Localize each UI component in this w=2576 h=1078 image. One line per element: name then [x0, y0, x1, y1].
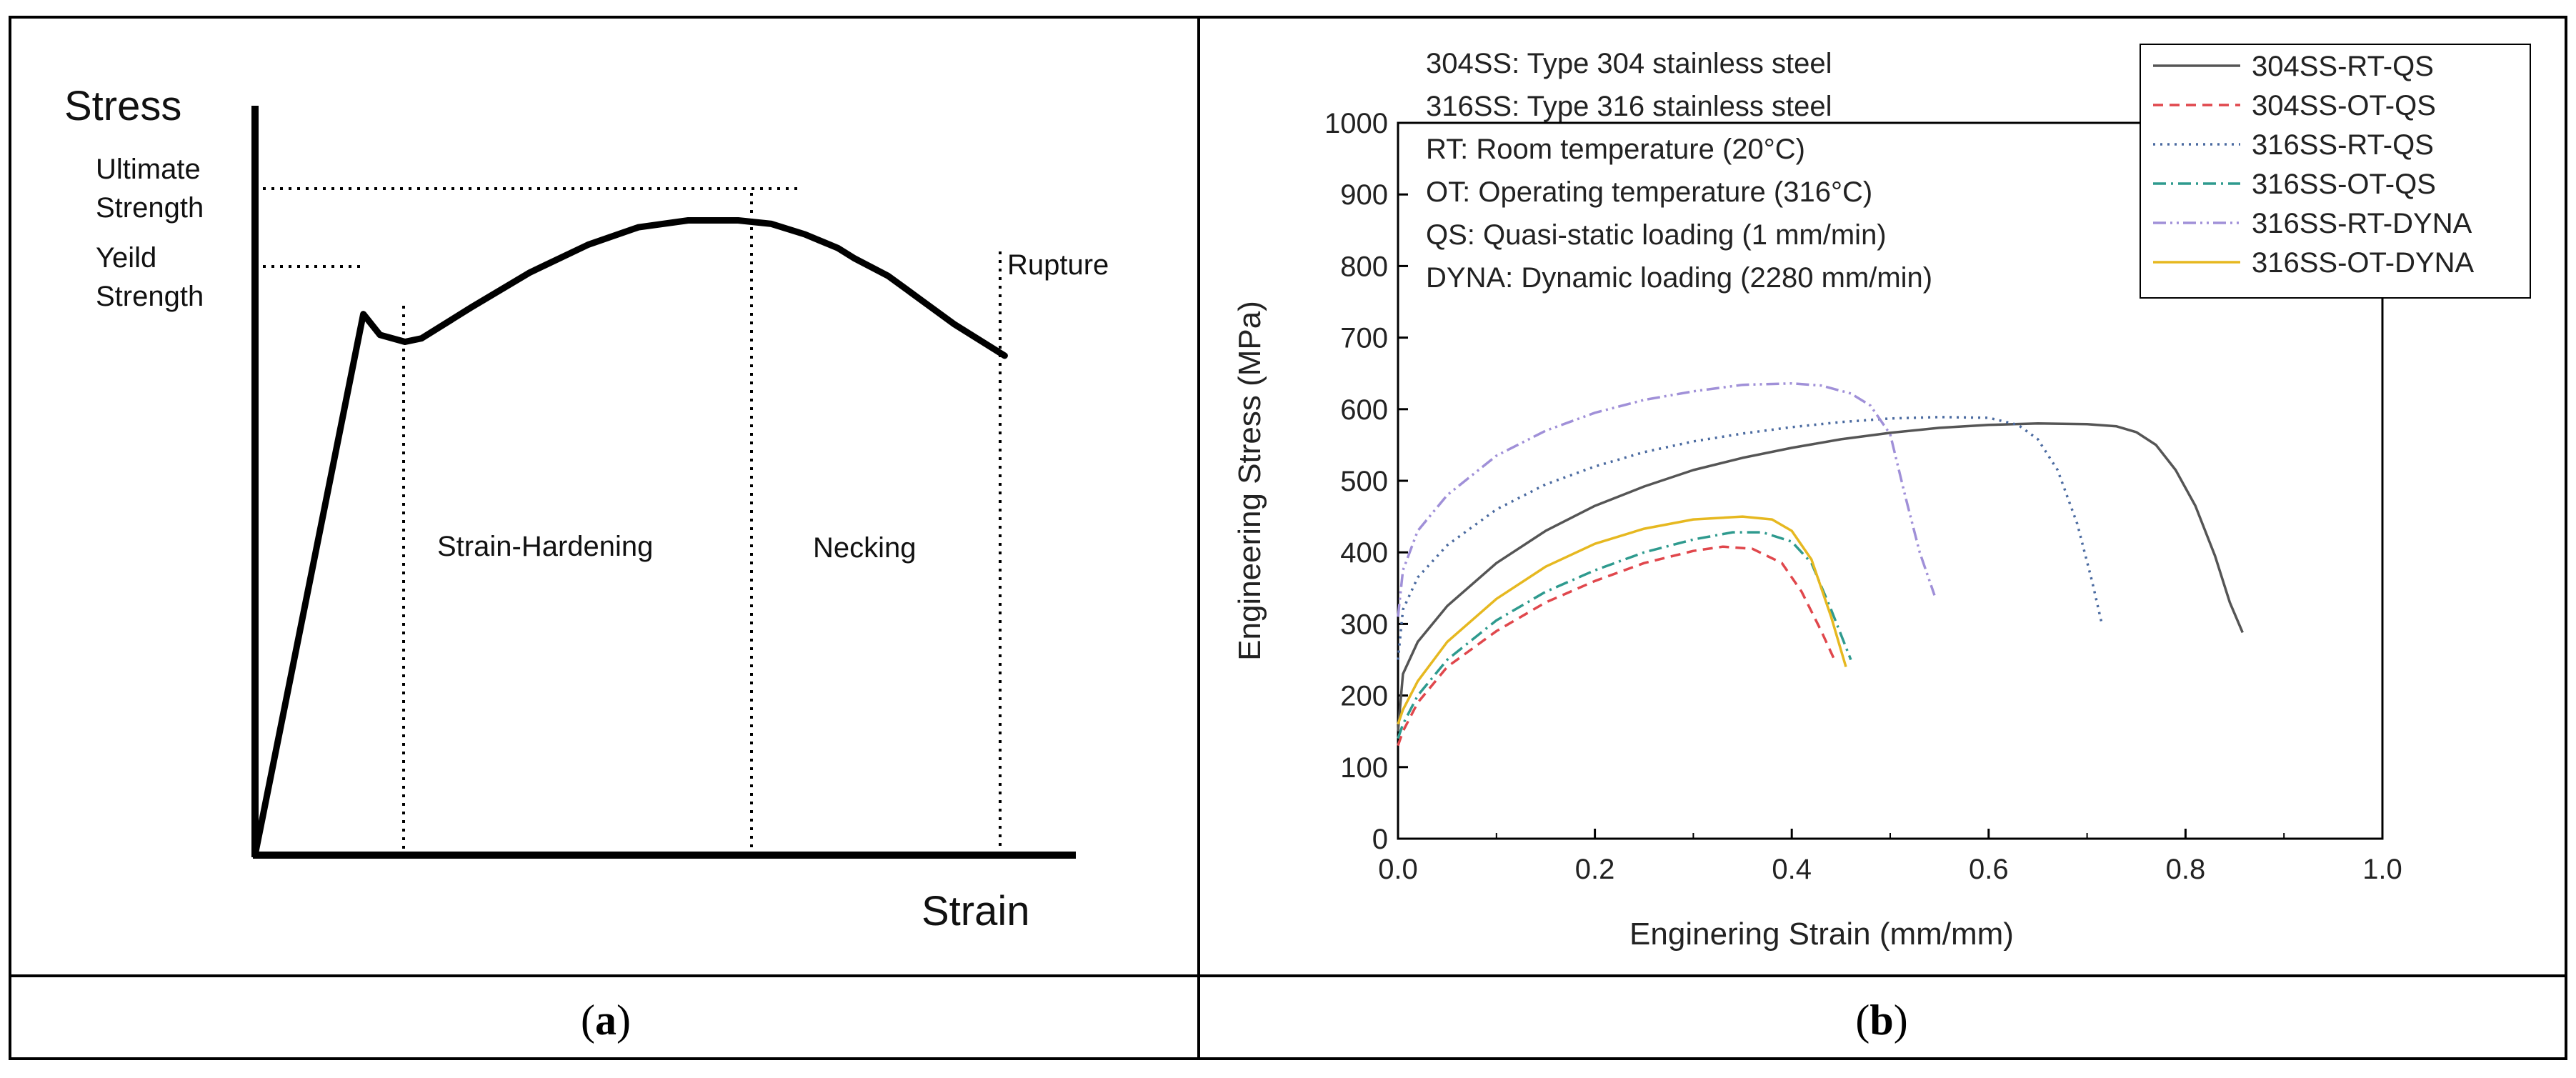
- note-304ss: 304SS: Type 304 stainless steel: [1426, 48, 1832, 79]
- panel-b-legend: 304SS-RT-QS 304SS-OT-QS 316SS-RT-QS 316SS-O…: [2140, 44, 2531, 299]
- series-line-316ss-rt-dyna: [1397, 381, 1936, 617]
- frame-border: [9, 16, 2567, 1060]
- y-tick-label: 100: [1340, 752, 1388, 784]
- yield-strength-label-line2: Strength: [96, 281, 204, 312]
- panel-b-chart: 0 100 200 300 400 500 600 700 800 900 1000 0.0 0.2 0.…: [1232, 44, 2531, 1044]
- legend-label-316ss-ot-dyna: 316SS-OT-DYNA: [2252, 247, 2475, 279]
- note-ot: OT: Operating temperature (316°C): [1426, 176, 1872, 208]
- y-tick-label: 500: [1340, 466, 1388, 497]
- x-tick-label: 0.4: [1772, 854, 1812, 885]
- x-tick-label: 0.8: [2166, 854, 2206, 885]
- panel-b-caption-letter: b: [1869, 997, 1893, 1044]
- panel-b-y-axis-label: Engineering Stress (MPa): [1232, 301, 1267, 661]
- x-tick-label: 0.2: [1575, 854, 1615, 885]
- legend-label-316ss-rt-qs: 316SS-RT-QS: [2252, 129, 2434, 161]
- y-tick-label: 900: [1340, 179, 1388, 211]
- panel-b-caption: (b): [1855, 997, 1907, 1044]
- x-tick-label: 0.6: [1969, 854, 2009, 885]
- x-tick-label: 0.0: [1378, 854, 1418, 885]
- panel-a-schematic: Stress Strain Ultimate Strength Yeild St…: [64, 83, 1109, 1044]
- y-tick-label: 1000: [1324, 108, 1388, 139]
- series-line-304ss-ot-qs: [1397, 545, 1837, 747]
- panel-b-ticks-layer: 0 100 200 300 400 500 600 700 800 900 1000 0.0 0.2 0.…: [1324, 108, 2402, 885]
- note-rt: RT: Room temperature (20°C): [1426, 134, 1805, 165]
- panel-b-series-layer: [1397, 381, 2244, 747]
- note-316ss: 316SS: Type 316 stainless steel: [1426, 91, 1832, 122]
- figure-frame: [9, 16, 2567, 1060]
- panel-b-caption-close: ): [1894, 997, 1908, 1044]
- panel-a-caption-close: ): [616, 997, 631, 1044]
- note-qs: QS: Quasi-static loading (1 mm/min): [1426, 219, 1887, 251]
- series-line-316ss-ot-qs: [1397, 531, 1852, 739]
- series-line-304ss-rt-qs: [1397, 422, 2244, 732]
- rupture-label: Rupture: [1007, 249, 1109, 281]
- y-tick-label: 700: [1340, 323, 1388, 354]
- legend-label-316ss-ot-qs: 316SS-OT-QS: [2252, 169, 2436, 200]
- y-tick-label: 400: [1340, 537, 1388, 569]
- stress-strain-curve: [251, 217, 1008, 859]
- y-tick-label: 0: [1372, 824, 1388, 855]
- strain-hardening-region-label: Strain-Hardening: [437, 531, 653, 562]
- necking-region-label: Necking: [813, 532, 917, 564]
- legend-label-304ss-ot-qs: 304SS-OT-QS: [2252, 90, 2436, 121]
- y-tick-label: 200: [1340, 681, 1388, 712]
- y-tick-label: 300: [1340, 609, 1388, 640]
- legend-label-316ss-rt-dyna: 316SS-RT-DYNA: [2252, 208, 2472, 239]
- panel-a-caption: (a): [581, 997, 631, 1044]
- ultimate-strength-label-line1: Ultimate: [96, 154, 201, 185]
- panel-a-x-axis-label: Strain: [922, 888, 1030, 934]
- yield-strength-label-line1: Yeild: [96, 242, 156, 274]
- y-tick-label: 800: [1340, 251, 1388, 282]
- legend-box: [2140, 44, 2531, 299]
- x-tick-label: 1.0: [2362, 854, 2402, 885]
- panel-a-caption-letter: a: [595, 997, 616, 1044]
- panel-b-notes: 304SS: Type 304 stainless steel 316SS: T…: [1426, 48, 1932, 294]
- legend-label-304ss-rt-qs: 304SS-RT-QS: [2252, 51, 2434, 82]
- note-dyna: DYNA: Dynamic loading (2280 mm/min): [1426, 262, 1932, 294]
- panel-a-y-axis-label: Stress: [64, 83, 181, 129]
- panel-b-caption-open: (: [1855, 997, 1869, 1044]
- panel-a-curve-layer: [251, 217, 1008, 859]
- ultimate-strength-label-line2: Strength: [96, 192, 204, 224]
- panel-b-x-axis-label: Enginering Strain (mm/mm): [1629, 917, 2014, 952]
- panel-a-caption-open: (: [581, 997, 595, 1044]
- series-line-316ss-ot-dyna: [1397, 515, 1847, 725]
- y-tick-label: 600: [1340, 394, 1388, 426]
